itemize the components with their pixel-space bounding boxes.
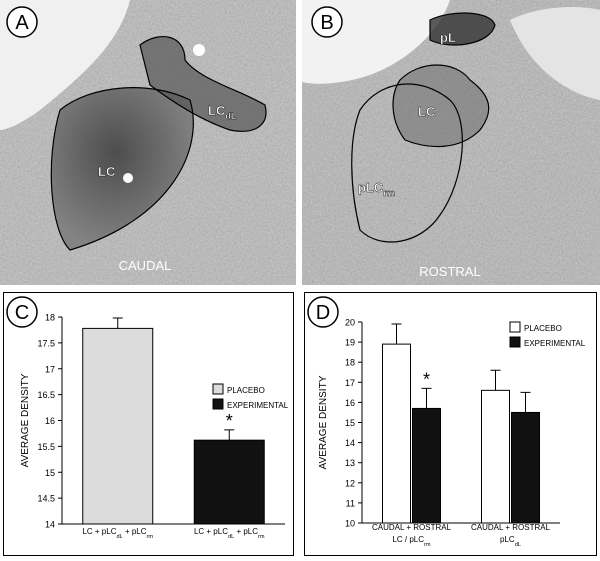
- letter-circle: [307, 296, 339, 328]
- subscript: dL: [225, 111, 237, 121]
- error-bar: [112, 317, 123, 329]
- y-tick-label: 17: [345, 378, 355, 388]
- subscript: dL: [228, 534, 234, 540]
- y-tick-label: 19: [345, 338, 355, 348]
- panel-letter: C: [15, 302, 29, 324]
- bar: [511, 411, 540, 524]
- micrograph-b: [302, 0, 600, 285]
- text-segment: LC: [418, 104, 436, 119]
- significance-marker: *: [226, 411, 233, 431]
- y-tick-label: 11: [346, 498, 355, 508]
- y-tick-label: 16: [345, 398, 355, 408]
- subscript: rm: [147, 534, 154, 540]
- subscript: dL: [116, 534, 122, 540]
- y-axis-label: AVERAGE DENSITY: [20, 373, 31, 467]
- text-segment: + pLC: [234, 527, 258, 536]
- x-tick-label: LC + pLCdL + pLCrm: [194, 527, 265, 540]
- image-caption: ROSTRAL: [419, 264, 480, 279]
- micrograph-a: [0, 0, 296, 285]
- y-tick-label: 14: [45, 520, 55, 530]
- y-tick-label: 16: [45, 416, 55, 426]
- y-tick-label: 14: [345, 438, 355, 448]
- panel-d-frame: [304, 292, 597, 556]
- text-segment: pL: [440, 30, 456, 45]
- error-bar: [490, 369, 501, 391]
- x-tick-label: LC + pLCdL + pLCrm: [82, 527, 153, 540]
- text-segment: LC + pLC: [194, 527, 228, 536]
- bar: [481, 389, 510, 524]
- text-segment: pLC: [358, 180, 384, 195]
- y-axis-label: AVERAGE DENSITY: [318, 375, 329, 469]
- text-segment: LC: [98, 164, 116, 179]
- x-tick-label: pLCdL: [500, 535, 521, 548]
- structure-label: LC: [418, 104, 436, 119]
- structure-label: LCdL: [208, 103, 237, 121]
- y-tick-label: 16.5: [37, 390, 55, 400]
- error-bar: [421, 387, 432, 409]
- text-segment: LC / pLC: [392, 535, 424, 544]
- y-tick-label: 13: [345, 458, 355, 468]
- y-tick-label: 14.5: [37, 494, 55, 504]
- text-segment: pLC: [500, 535, 515, 544]
- structure-label: LC: [98, 164, 116, 179]
- text-segment: CAUDAL + ROSTRAL: [372, 523, 452, 532]
- subscript: rm: [383, 188, 395, 198]
- structure-label: pL: [440, 30, 456, 45]
- error-bar: [391, 323, 402, 345]
- panel-letter: D: [316, 302, 330, 324]
- text-segment: CAUDAL + ROSTRAL: [471, 523, 551, 532]
- text-segment: LC: [208, 103, 226, 118]
- text-segment: LC + pLC: [82, 527, 116, 536]
- legend-swatch: [212, 383, 224, 395]
- letter-circle: [6, 296, 38, 328]
- bar: [412, 407, 441, 524]
- significance-marker: *: [423, 369, 430, 389]
- x-tick-label: CAUDAL + ROSTRAL: [471, 523, 551, 532]
- text-segment: + pLC: [123, 527, 147, 536]
- subscript: rm: [424, 542, 431, 548]
- y-tick-label: 17.5: [37, 338, 55, 348]
- x-tick-label: LC / pLCrm: [392, 535, 430, 548]
- bar: [382, 343, 411, 524]
- legend-swatch: [509, 336, 521, 348]
- y-tick-label: 15: [45, 468, 55, 478]
- panel-letter: A: [15, 12, 29, 34]
- y-tick-label: 18: [345, 358, 355, 368]
- legend-label: PLACEBO: [524, 324, 562, 333]
- y-tick-label: 17: [45, 364, 55, 374]
- error-bar: [520, 391, 531, 413]
- x-tick-label: CAUDAL + ROSTRAL: [372, 523, 452, 532]
- structure-label: pLCrm: [358, 180, 395, 198]
- legend-label: PLACEBO: [227, 386, 265, 395]
- image-caption: CAUDAL: [119, 258, 172, 273]
- legend-swatch: [212, 398, 224, 410]
- y-tick-label: 15.5: [37, 442, 55, 452]
- legend-label: EXPERIMENTAL: [227, 401, 289, 410]
- y-tick-label: 12: [345, 478, 355, 488]
- legend-swatch: [509, 321, 521, 333]
- y-tick-label: 20: [345, 318, 355, 328]
- panel-letter: B: [320, 12, 333, 34]
- legend-label: EXPERIMENTAL: [524, 339, 586, 348]
- error-bar: [224, 429, 235, 441]
- subscript: dL: [515, 542, 521, 548]
- bar: [193, 439, 265, 525]
- y-tick-label: 18: [45, 313, 55, 323]
- y-tick-label: 10: [345, 519, 355, 529]
- subscript: rm: [258, 534, 265, 540]
- bar: [82, 327, 154, 525]
- y-tick-label: 15: [345, 418, 355, 428]
